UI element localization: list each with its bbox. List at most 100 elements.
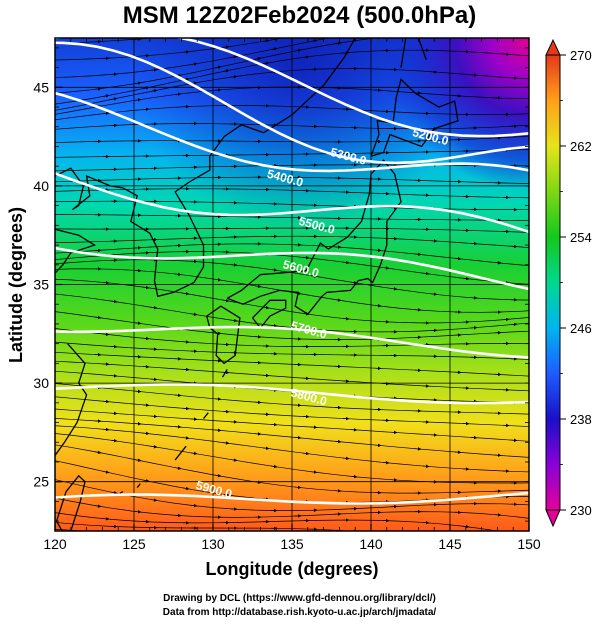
coastline [55, 167, 124, 211]
coastline [223, 38, 356, 138]
streamline [55, 38, 159, 45]
stream-arrow [230, 74, 238, 79]
stream-arrow [215, 32, 221, 33]
colorbar-tick-label: 230 [570, 503, 592, 518]
coastline [119, 491, 124, 495]
stream-arrow [334, 298, 342, 302]
stream-arrow [150, 89, 158, 93]
streamline [55, 164, 529, 172]
stream-arrow [254, 432, 262, 436]
x-tick-label: 145 [438, 536, 462, 552]
stream-arrow [310, 39, 318, 43]
stream-arrow [302, 55, 310, 59]
stream-arrow [422, 271, 430, 276]
stream-arrow [214, 65, 222, 70]
contour-line [55, 172, 529, 234]
stream-arrow [262, 446, 270, 450]
stream-arrow [102, 517, 110, 521]
contour-line [55, 325, 529, 359]
streamline [55, 360, 529, 392]
stream-arrow [214, 428, 222, 433]
stream-arrow [102, 470, 110, 474]
stream-arrow [110, 72, 118, 76]
contour-line [55, 383, 529, 405]
stream-arrow [495, 568, 501, 569]
stream-arrow [342, 260, 350, 265]
stream-arrow [503, 1, 509, 2]
y-tick-label: 45 [33, 79, 49, 95]
stream-arrow [142, 86, 150, 90]
stream-arrow [190, 62, 198, 66]
stream-arrow [182, 436, 190, 440]
stream-arrow [391, 26, 397, 27]
stream-arrow [505, 530, 510, 531]
stream-arrow [302, 255, 310, 260]
height-contours: 5200.05300.05400.05500.05600.05700.05800… [55, 38, 529, 505]
stream-arrow [94, 504, 102, 508]
streamline [55, 512, 501, 531]
stream-arrow [334, 41, 342, 46]
stream-arrow [415, 555, 421, 556]
stream-arrow [142, 285, 150, 290]
y-tick-label: 25 [33, 474, 49, 490]
grid-lines [55, 38, 529, 531]
streamline [55, 49, 529, 105]
stream-arrow [431, 539, 437, 540]
stream-arrow [294, 485, 302, 490]
stream-arrow [295, 22, 301, 23]
coastline [55, 474, 86, 531]
streamline [55, 396, 529, 427]
stream-arrow [455, 561, 461, 562]
coastline [226, 159, 402, 315]
stream-arrow [270, 324, 278, 328]
stream-arrow [102, 280, 110, 285]
stream-arrow [174, 92, 182, 96]
stream-arrow [102, 111, 110, 116]
stream-arrow [142, 431, 150, 436]
stream-arrow [102, 399, 110, 404]
stream-arrow [142, 336, 150, 341]
contour-line [55, 491, 529, 505]
streamline [55, 522, 355, 531]
stream-arrow [463, 6, 469, 7]
streamline [55, 408, 529, 442]
x-tick-label: 130 [201, 536, 225, 552]
stream-arrow [374, 304, 382, 308]
stream-arrow [142, 403, 150, 407]
coastline [55, 343, 88, 457]
stream-arrow [174, 272, 182, 277]
stream-arrow [303, 33, 309, 34]
stream-arrow [150, 377, 158, 382]
x-tick-label: 125 [122, 536, 146, 552]
stream-arrow [142, 107, 150, 112]
stream-arrow [423, 573, 429, 574]
colorbar-tick-label: 238 [570, 412, 592, 427]
stream-arrow [230, 263, 238, 267]
stream-arrow [150, 498, 158, 502]
stream-arrow [511, 552, 517, 553]
stream-arrow [510, 322, 518, 327]
streamline [55, 341, 529, 360]
coastline [400, 38, 407, 68]
stream-arrow [134, 321, 142, 325]
stream-arrow [134, 458, 142, 462]
streamline [55, 38, 330, 78]
stream-arrow [182, 291, 190, 296]
colorbar-tick-label: 270 [570, 48, 592, 63]
stream-arrow [462, 276, 470, 281]
credit-drawing: Drawing by DCL (https://www.gfd-dennou.o… [163, 593, 436, 604]
stream-arrow [190, 312, 198, 317]
streamline [55, 433, 529, 484]
stream-arrow [110, 97, 118, 101]
stream-arrow [175, 36, 181, 37]
stream-arrow [335, 545, 341, 546]
coastline [136, 483, 141, 489]
streamline [55, 68, 529, 111]
stream-arrow [222, 69, 230, 73]
contour-line [55, 246, 529, 291]
x-axis-label: Longitude (degrees) [205, 559, 378, 579]
stream-arrow [414, 447, 422, 451]
stream-arrow [382, 460, 390, 465]
contour-line [55, 38, 529, 138]
stream-arrow [214, 473, 222, 478]
